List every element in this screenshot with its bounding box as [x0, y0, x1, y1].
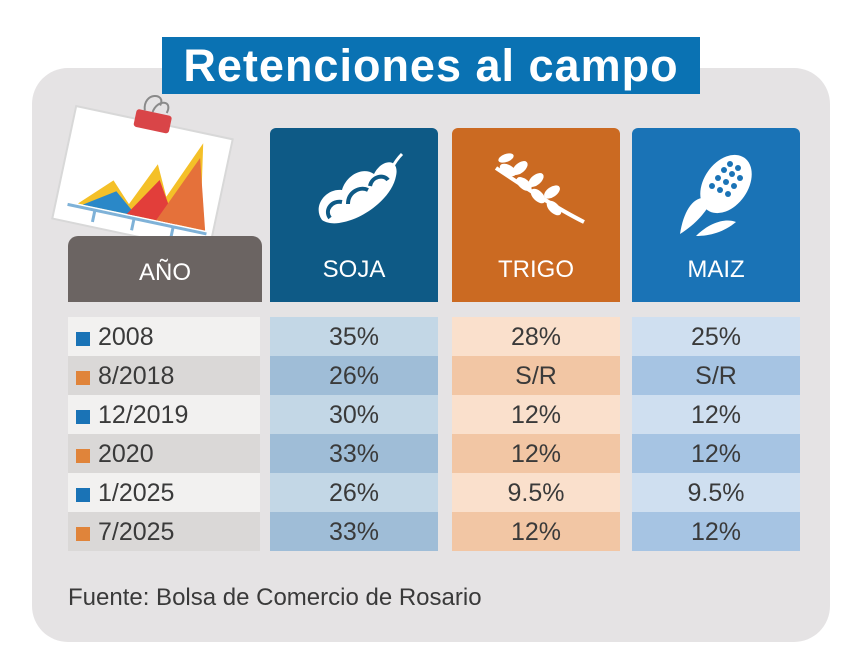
row-marker	[76, 332, 90, 346]
column-label-trigo: TRIGO	[498, 256, 574, 283]
maiz-cell: 12%	[632, 434, 800, 473]
year-label: 1/2025	[98, 479, 175, 507]
year-cell: 8/2018	[68, 356, 260, 395]
year-cell: 2020	[68, 434, 260, 473]
maiz-cell: 12%	[632, 512, 800, 551]
column-label-maiz: MAIZ	[687, 256, 745, 283]
soja-cell: 35%	[270, 317, 438, 356]
year-label: 2008	[98, 323, 154, 351]
column-header-trigo: TRIGO	[452, 128, 620, 302]
soja-cell: 33%	[270, 434, 438, 473]
data-table: 2008 35% 28% 25% 8/2018 26% S/R S/R 12/2…	[68, 317, 800, 551]
maiz-cell: 25%	[632, 317, 800, 356]
soja-cell: 26%	[270, 356, 438, 395]
year-label: 2020	[98, 440, 154, 468]
maiz-cell: S/R	[632, 356, 800, 395]
year-cell: 2008	[68, 317, 260, 356]
row-marker	[76, 527, 90, 541]
source-note: Fuente: Bolsa de Comercio de Rosario	[68, 584, 482, 611]
page-title: Retenciones al campo	[162, 37, 700, 94]
table-row: 1/2025 26% 9.5% 9.5%	[68, 473, 800, 512]
soja-cell: 26%	[270, 473, 438, 512]
column-label-soja: SOJA	[322, 256, 386, 283]
year-cell: 12/2019	[68, 395, 260, 434]
row-marker	[76, 488, 90, 502]
row-marker	[76, 449, 90, 463]
year-label: 8/2018	[98, 362, 175, 390]
soja-cell: 33%	[270, 512, 438, 551]
maiz-cell: 12%	[632, 395, 800, 434]
soja-cell: 30%	[270, 395, 438, 434]
column-header-year: AÑO	[68, 236, 262, 302]
corn-icon	[680, 154, 752, 236]
trigo-cell: 12%	[452, 395, 620, 434]
trigo-cell: S/R	[452, 356, 620, 395]
year-label: 7/2025	[98, 518, 175, 546]
table-row: 12/2019 30% 12% 12%	[68, 395, 800, 434]
row-marker	[76, 371, 90, 385]
column-header-maiz: MAIZ	[632, 128, 800, 302]
wheat-icon	[494, 153, 585, 224]
trigo-cell: 9.5%	[452, 473, 620, 512]
soybean-pod-icon	[318, 152, 404, 224]
bar-chart-clipboard-icon	[51, 95, 234, 242]
row-marker	[76, 410, 90, 424]
maiz-cell: 9.5%	[632, 473, 800, 512]
table-row: 8/2018 26% S/R S/R	[68, 356, 800, 395]
year-cell: 1/2025	[68, 473, 260, 512]
trigo-cell: 28%	[452, 317, 620, 356]
trigo-cell: 12%	[452, 434, 620, 473]
year-cell: 7/2025	[68, 512, 260, 551]
table-row: 2008 35% 28% 25%	[68, 317, 800, 356]
year-label: 12/2019	[98, 401, 189, 429]
table-row: 7/2025 33% 12% 12%	[68, 512, 800, 551]
table-row: 2020 33% 12% 12%	[68, 434, 800, 473]
trigo-cell: 12%	[452, 512, 620, 551]
column-header-soja: SOJA	[270, 128, 438, 302]
